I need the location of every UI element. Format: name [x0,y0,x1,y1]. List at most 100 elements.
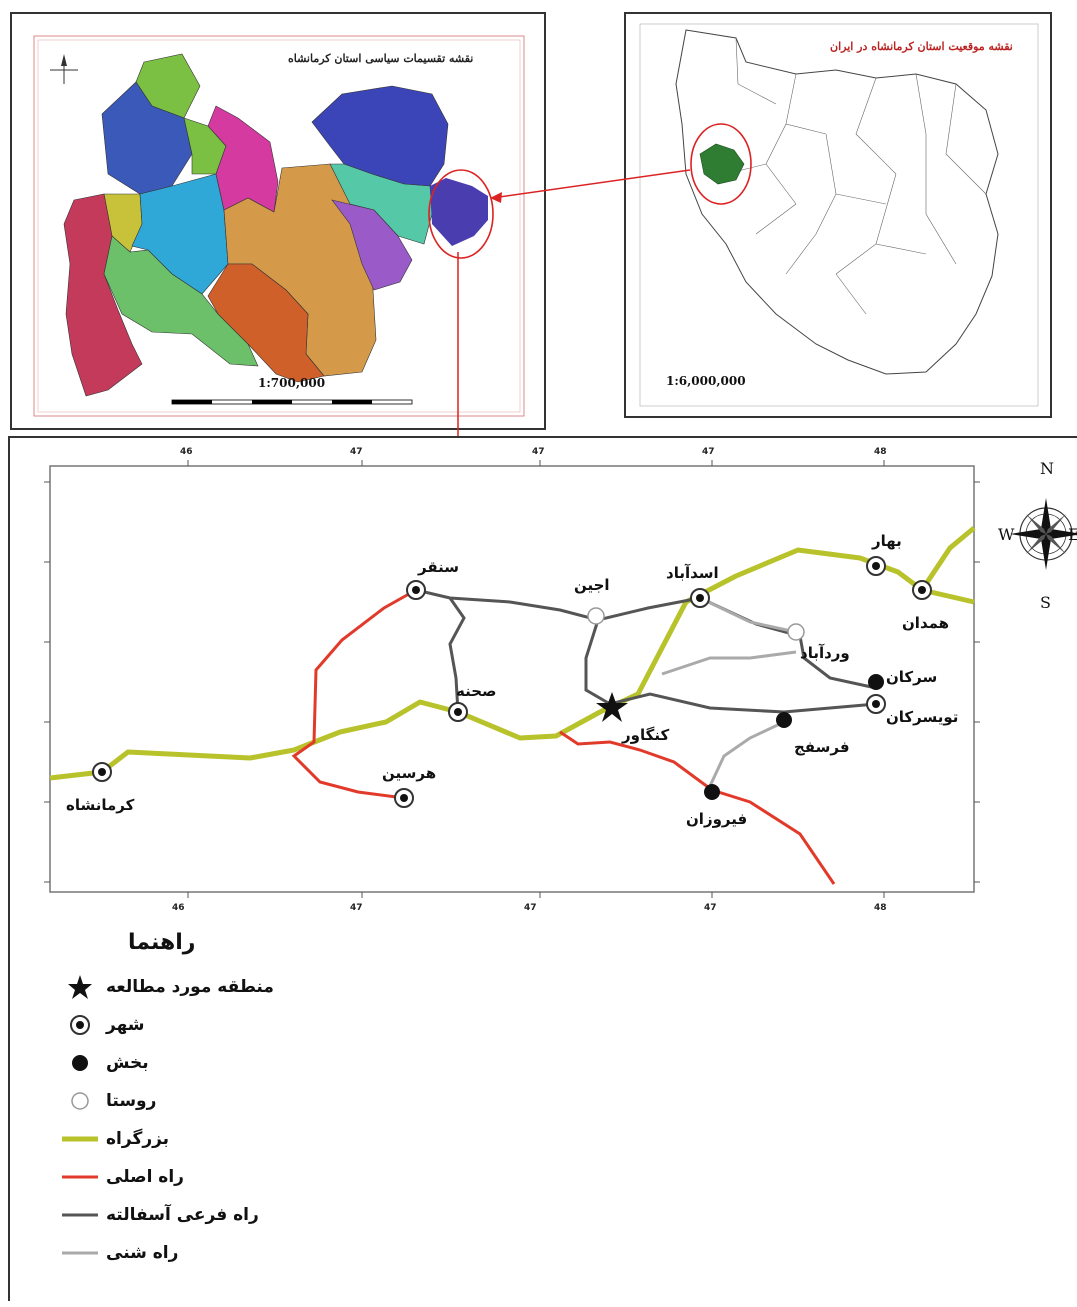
label-hamedan: همدان [902,614,949,632]
legend-label-main-road: راه اصلی [106,1167,184,1187]
label-ajin: اجین [574,576,610,594]
label-serkan: سرکان [886,668,937,686]
study-area-panel: 46 47 47 47 48 46 47 47 47 48 [8,436,1077,1301]
label-kangavar: کنگاور [621,726,669,744]
city-marker-sonqor [406,580,426,600]
arrowhead-left [490,192,502,203]
legend-item-highway: بزرگراه [60,1124,169,1154]
label-sonqor: سنقر [417,558,459,576]
main-road-sonqor [291,588,417,800]
paved-road-ajin [584,619,611,706]
legend-title: راهنما [128,930,196,955]
tick-bottom-1: 46 [172,903,185,913]
legend-item-district: بخش [60,1048,149,1078]
province-map [33,35,525,417]
legend-label-paved-road: راه فرعی آسفالته [106,1205,259,1225]
paved-road-tuyserkan [609,692,877,714]
legend-label-highway: بزرگراه [106,1129,170,1149]
gravel-road-1 [699,596,797,634]
tick-bottom-5: 48 [874,903,887,913]
legend-label-village: روستا [106,1091,157,1111]
legend-item-village: روستا [60,1086,156,1116]
village-marker-vardabad [787,623,805,641]
city-marker-asadabad [690,588,710,608]
iran-location-panel: نقشه موقعیت استان کرمانشاه در ایران 1:6,… [624,12,1052,418]
city-marker-sahneh [448,702,468,722]
north-arrow-icon [50,54,78,84]
tick-bottom-2: 47 [350,903,363,913]
study-map-frame [49,465,975,893]
map-frame [33,35,525,417]
region-highlight [430,178,488,246]
label-bahar: بهار [871,532,902,550]
connector-arrows [452,169,691,465]
legend-item-city: شهر [60,1010,145,1040]
city-marker-hamedan [912,580,932,600]
province-boundaries [725,37,987,315]
region-islamabad-gharb [207,263,325,383]
connector-line-iran [491,169,691,199]
iran-map-title: نقشه موقعیت استان کرمانشاه در ایران [830,40,1013,53]
region-kangavar-north [311,85,449,187]
label-vardabad: وردآباد [800,644,850,662]
highway-line-icon [60,1126,100,1152]
compass-s: S [1040,593,1051,612]
legend-item-study-area: منطقه مورد مطالعه [60,972,274,1002]
tick-bottom-3: 47 [524,903,537,913]
legend-label-gravel-road: راه شنی [106,1243,179,1263]
kermanshah-circle [690,123,752,205]
label-asadabad: اسدآباد [666,564,719,582]
study-area-star-icon [596,692,628,722]
region-harsin [331,199,413,291]
map-inner-frame [37,39,521,413]
legend-item-paved-road: راه فرعی آسفالته [60,1200,259,1230]
city-marker-kermanshah [92,762,112,782]
compass-n: N [1040,459,1054,478]
province-divisions-panel: نقشه تقسیمات سیاسی استان کرمانشاه 1:700,… [10,12,546,430]
gravel-road-line-icon [60,1240,100,1266]
city-marker-bahar [866,556,886,576]
iran-frame [639,23,1039,407]
label-firuzan: فیروزان [686,810,747,828]
district-icon [60,1050,100,1076]
province-scale-text: 1:700,000 [258,376,326,390]
label-sahneh: صحنه [456,682,497,700]
label-harsin: هرسین [382,764,436,782]
legend-label-district: بخش [106,1053,149,1073]
study-area-circle [428,169,494,259]
legend-label-city: شهر [106,1015,145,1035]
frame-ticks [44,460,980,898]
label-kermanshah: کرمانشاه [66,796,135,814]
label-tuyserkan: تویسرکان [886,708,958,726]
kermanshah-highlight [699,143,745,185]
tick-bottom-4: 47 [704,903,717,913]
scale-bar [171,399,413,405]
compass-rose-icon [1010,498,1077,570]
main-road-line-icon [60,1164,100,1190]
village-icon [60,1088,100,1114]
study-area-map: 46 47 47 47 48 46 47 47 47 48 [44,447,1077,913]
iran-map [639,23,1039,407]
paved-road-sahneh [448,597,466,713]
tick-top-3: 47 [532,447,545,457]
city-marker-harsin [394,788,414,808]
paved-road-line-icon [60,1202,100,1228]
province-map-title: نقشه تقسیمات سیاسی استان کرمانشاه [288,52,474,65]
compass-e: E [1068,525,1077,544]
district-marker-farsfaj [776,712,792,728]
compass-w: W [998,525,1015,544]
district-marker-firuzan [704,784,720,800]
tick-top-5: 48 [874,447,887,457]
iran-scale-text: 1:6,000,000 [666,374,746,388]
village-marker-ajin [587,607,605,625]
district-marker-serkan [868,674,884,690]
iran-outline [675,29,999,375]
gravel-road-3 [708,720,785,787]
tick-top-1: 46 [180,447,193,457]
tick-top-4: 47 [702,447,715,457]
highway-hamedan-branch [919,526,976,592]
star-icon [60,974,100,1000]
legend-label-study-area: منطقه مورد مطالعه [106,977,274,997]
label-farsfaj: فرسفج [794,738,850,756]
city-icon [60,1012,100,1038]
